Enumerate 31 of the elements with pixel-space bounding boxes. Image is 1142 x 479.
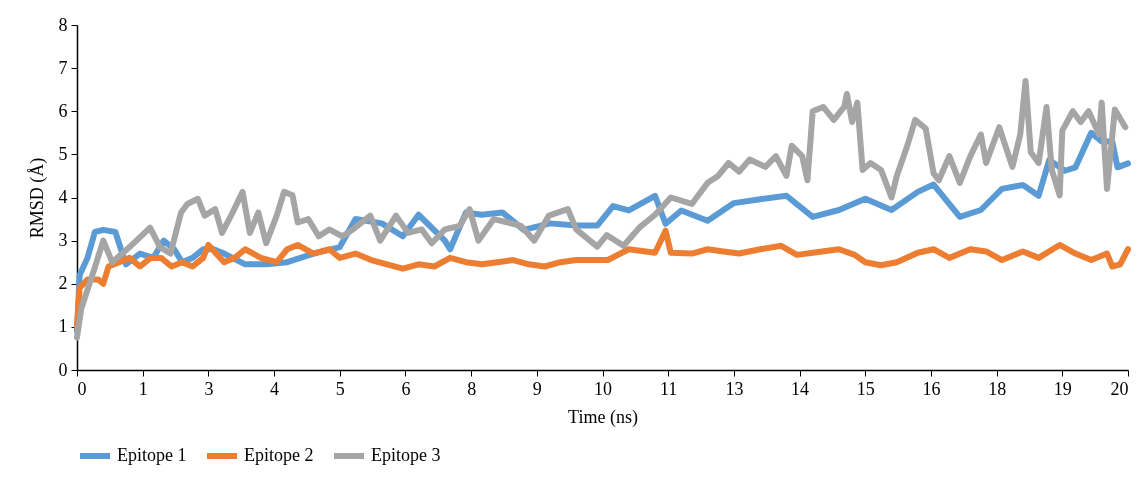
x-tick-label: 0 (77, 378, 87, 399)
x-tick-label: 19 (1053, 378, 1072, 399)
x-tick-label: 11 (660, 378, 678, 399)
y-tick-label: 2 (58, 273, 68, 294)
y-tick-label: 6 (58, 100, 68, 121)
y-tick-label: 4 (58, 187, 68, 207)
x-tick-label: 16 (922, 378, 941, 399)
y-tick-label: 0 (58, 359, 68, 380)
legend-label: Epitope 3 (371, 445, 441, 465)
x-axis-title: Time (ns) (568, 406, 638, 428)
x-tick-label: 5 (335, 378, 345, 399)
x-tick-label: 15 (856, 378, 875, 399)
x-tick-label: 14 (791, 378, 810, 399)
x-tick-label: 20 (1110, 378, 1129, 399)
y-tick-label: 1 (58, 316, 68, 337)
legend-label: Epitope 2 (244, 445, 314, 465)
x-tick-label: 3 (204, 378, 214, 399)
x-tick-label: 9 (532, 378, 542, 399)
x-tick-label: 4 (270, 378, 280, 399)
y-axis-title: RMSD (Å) (26, 157, 48, 239)
y-tick-label: 8 (58, 14, 68, 35)
legend-label: Epitope 1 (117, 445, 187, 465)
y-tick-label: 7 (58, 57, 68, 78)
y-tick-label: 5 (58, 143, 68, 164)
x-tick-label: 13 (725, 378, 744, 399)
x-tick-label: 1 (138, 378, 148, 399)
x-tick-label: 8 (467, 378, 477, 399)
x-tick-label: 18 (988, 378, 1007, 399)
x-tick-label: 6 (401, 378, 411, 399)
y-tick-label: 3 (58, 230, 68, 251)
x-tick-label: 10 (594, 378, 612, 399)
